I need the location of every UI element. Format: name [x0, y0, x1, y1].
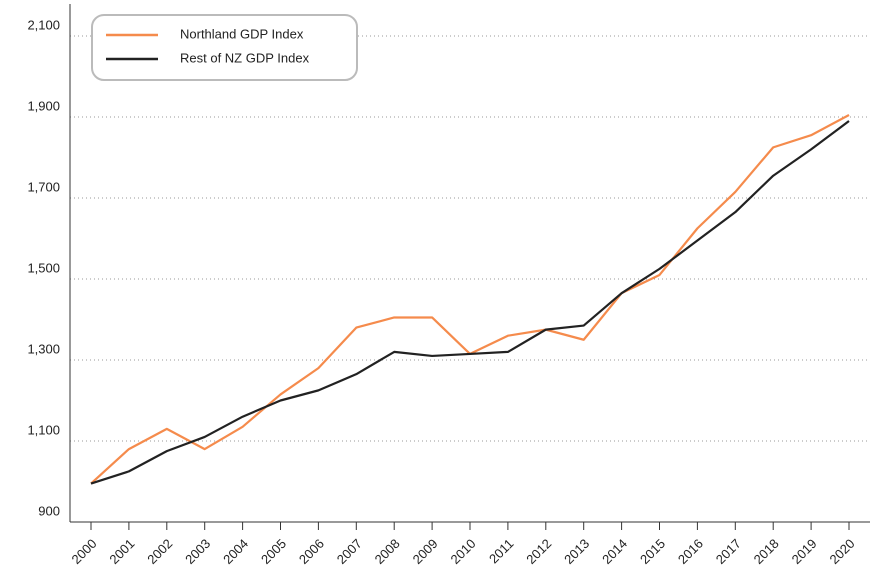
legend-label: Northland GDP Index [180, 26, 304, 41]
x-tick-label: 2014 [599, 536, 630, 567]
series-line [90, 114, 850, 485]
legend-label: Rest of NZ GDP Index [180, 50, 310, 65]
x-tick-label: 2013 [561, 536, 592, 567]
x-tick-label: 2000 [68, 536, 99, 567]
y-tick-label: 1,900 [27, 98, 60, 113]
x-tick-label: 2010 [447, 536, 478, 567]
y-tick-label: 1,700 [27, 179, 60, 194]
x-tick-label: 2003 [182, 536, 213, 567]
y-tick-label: 1,500 [27, 260, 60, 275]
x-tick-label: 2009 [410, 536, 441, 567]
y-tick-label: 1,300 [27, 341, 60, 356]
x-tick-label: 2005 [258, 536, 289, 567]
legend: Northland GDP Index Rest of NZ GDP Index [91, 14, 358, 81]
x-tick-label: 2004 [220, 536, 251, 567]
x-tick-label: 2015 [637, 536, 668, 567]
x-tick-label: 2020 [826, 536, 857, 567]
x-tick-label: 2017 [713, 536, 744, 567]
y-tick-label: 1,100 [27, 422, 60, 437]
y-tick-label: 900 [38, 503, 60, 518]
x-tick-label: 2006 [296, 536, 327, 567]
series-line [90, 120, 850, 485]
x-tick-label: 2008 [372, 536, 403, 567]
x-tick-label: 2002 [144, 536, 175, 567]
x-tick-label: 2011 [486, 536, 516, 566]
y-tick-label: 2,100 [27, 17, 60, 32]
x-tick-label: 2018 [751, 536, 782, 567]
x-tick-label: 2001 [106, 536, 137, 567]
x-tick-label: 2012 [523, 536, 554, 567]
legend-box [91, 14, 358, 81]
x-tick-label: 2019 [789, 536, 820, 567]
x-tick-label: 2016 [675, 536, 706, 567]
x-tick-label: 2007 [334, 536, 365, 567]
